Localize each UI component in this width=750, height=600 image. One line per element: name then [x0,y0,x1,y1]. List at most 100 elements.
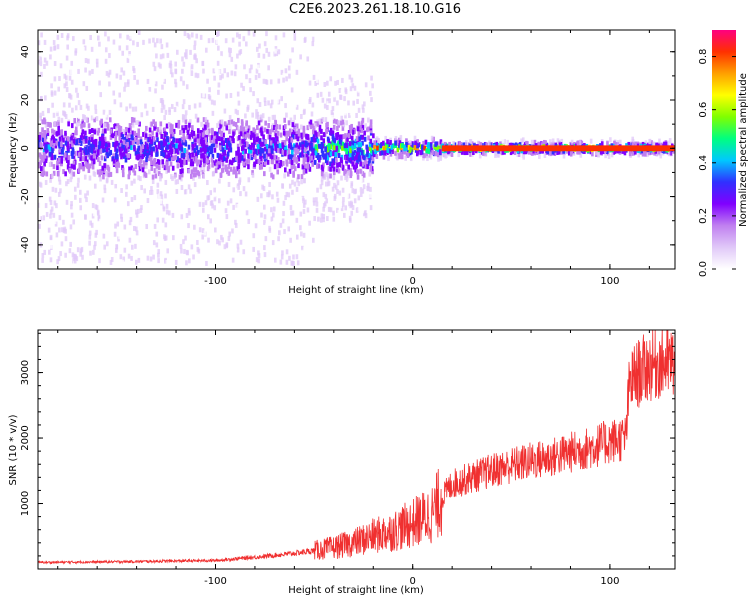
spectrogram-cell [221,237,224,243]
spectrogram-cell [302,125,306,131]
spectrogram-cell [223,68,227,74]
spectrogram-cell [209,200,213,206]
spectrogram-cell [302,154,306,160]
spectrogram-cell [261,113,265,119]
spectrogram-cell [144,163,148,169]
spectrogram-cell [253,148,256,154]
spectrogram-cell [300,132,303,138]
spectrogram-cell [50,152,54,158]
spectrogram-cell [53,200,57,206]
spectrogram-cell [191,161,195,167]
spectrogram-cell [669,150,672,156]
spectrogram-cell [237,117,240,123]
spectrogram-cell [160,133,163,139]
spectrogram-cell [47,108,50,114]
spectrogram-cell [257,52,261,58]
spectrogram-cell [659,153,663,159]
spectrogram-cell [250,130,253,136]
spectrogram-cell [85,138,88,144]
spectrogram-cell [326,80,329,86]
spectrogram-cell [90,137,94,143]
spectrogram-cell [332,216,336,222]
spectrogram-cell [337,210,341,216]
spectrogram-cell [315,147,319,153]
spectrogram-cell [165,259,169,265]
spectrogram-cell [668,138,672,144]
spectrogram-cell [578,145,581,152]
spectrogram-cell [207,38,211,44]
spectrogram-cell [484,142,487,148]
spectrogram-cell [497,152,500,158]
spectrogram-cell [130,134,134,140]
spectrogram-cell [169,146,173,152]
spectrogram-cell [361,177,365,183]
spectrogram-cell [91,164,95,170]
spectrogram-cell [560,138,564,144]
spectrogram-cell [430,135,434,141]
spectrogram-cell [237,184,240,190]
snr-series-line [38,330,675,565]
spectrogram-cell [471,145,473,152]
spectrogram-cell [304,36,307,42]
spectrogram-cell [81,156,85,162]
spectrogram-cell [360,176,363,182]
spectrogram-cell [259,141,263,147]
spectrogram-cell [333,193,337,199]
spectrogram-cell [156,127,160,133]
spectrogram-cell [122,230,126,236]
spectrogram-cell [511,145,514,152]
spectrogram-cell [38,223,41,229]
spectrogram-cell [350,135,354,141]
spectrogram-cell [543,140,547,146]
colorbar-gradient [712,30,736,269]
spectrogram-cell [163,153,167,159]
spectrogram-cell [310,111,314,117]
spectrogram-cell [141,167,145,173]
spectrogram-cell [120,67,124,73]
spectrogram-cell [104,58,108,64]
spectrogram-cell [580,145,583,152]
spectrogram-cell [643,150,646,156]
spectrogram-cell [284,195,287,201]
spectrogram-cell [634,145,636,152]
spectrogram-cell [519,145,522,152]
spectrogram-cell [201,169,205,175]
spectrogram-cell [268,129,271,135]
spectrogram-cell [403,149,407,155]
spectrogram-cell [98,80,101,86]
spectrogram-cell [576,145,579,152]
spectrogram-cell [114,146,117,152]
spectrogram-cell [343,180,346,186]
spectrogram-cell [148,91,151,97]
spectrogram-cell [334,157,338,163]
spectrogram-cell [145,125,148,131]
spectrogram-cell [153,168,157,174]
spectrogram-cell [271,152,275,158]
spectrogram-cell [139,146,143,152]
spectrogram-cell [623,150,627,156]
spectrogram-cell [330,130,333,136]
spectrogram-cell [347,129,351,135]
spectrogram-cell [105,177,109,183]
spectrogram-cell [213,192,216,198]
spectrogram-cell [195,156,198,162]
spectrogram-cell [77,167,81,173]
spectrogram-cell [355,112,358,118]
spectrogram-cell [202,167,206,173]
spectrogram-cell [552,141,555,147]
spectrogram-cell [221,147,225,153]
spectrogram-cell [176,49,179,55]
spectrogram-cell [648,141,652,147]
spectrogram-cell [342,110,346,116]
spectrogram-cell [223,121,227,127]
spectrogram-cell [46,128,50,134]
spectrogram-cell [164,235,168,241]
spectrogram-cell [361,206,365,212]
spectrogram-cell [190,169,194,175]
spectrogram-cell [181,114,185,120]
spectrogram-cell [56,34,60,40]
spectrogram-cell [58,227,61,233]
spectrogram-cell [609,145,611,152]
spectrogram-cell [341,141,345,147]
spectrogram-cell [263,146,267,152]
